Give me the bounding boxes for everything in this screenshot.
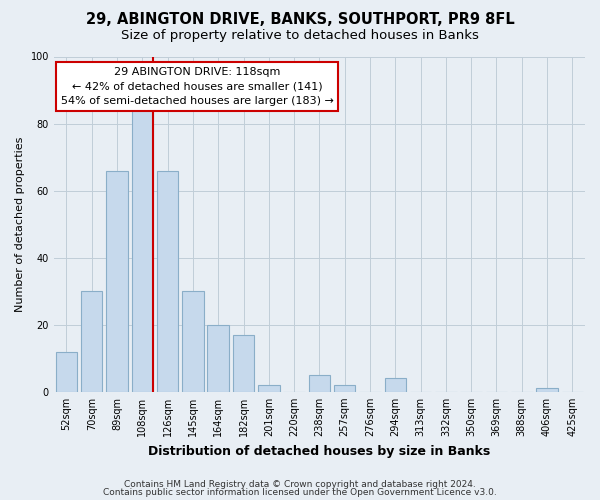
Bar xyxy=(385,378,406,392)
Text: 29, ABINGTON DRIVE, BANKS, SOUTHPORT, PR9 8FL: 29, ABINGTON DRIVE, BANKS, SOUTHPORT, PR… xyxy=(86,12,514,28)
Text: Contains HM Land Registry data © Crown copyright and database right 2024.: Contains HM Land Registry data © Crown c… xyxy=(124,480,476,489)
Text: Contains public sector information licensed under the Open Government Licence v3: Contains public sector information licen… xyxy=(103,488,497,497)
Bar xyxy=(308,375,330,392)
Bar xyxy=(56,352,77,392)
Bar xyxy=(131,110,153,392)
Bar xyxy=(81,291,103,392)
Bar xyxy=(334,385,355,392)
Bar xyxy=(182,291,203,392)
Bar xyxy=(208,324,229,392)
X-axis label: Distribution of detached houses by size in Banks: Distribution of detached houses by size … xyxy=(148,444,491,458)
Bar xyxy=(258,385,280,392)
Bar xyxy=(233,335,254,392)
Bar xyxy=(536,388,558,392)
Y-axis label: Number of detached properties: Number of detached properties xyxy=(15,136,25,312)
Bar xyxy=(157,170,178,392)
Text: 29 ABINGTON DRIVE: 118sqm
← 42% of detached houses are smaller (141)
54% of semi: 29 ABINGTON DRIVE: 118sqm ← 42% of detac… xyxy=(61,66,334,106)
Text: Size of property relative to detached houses in Banks: Size of property relative to detached ho… xyxy=(121,29,479,42)
Bar xyxy=(106,170,128,392)
